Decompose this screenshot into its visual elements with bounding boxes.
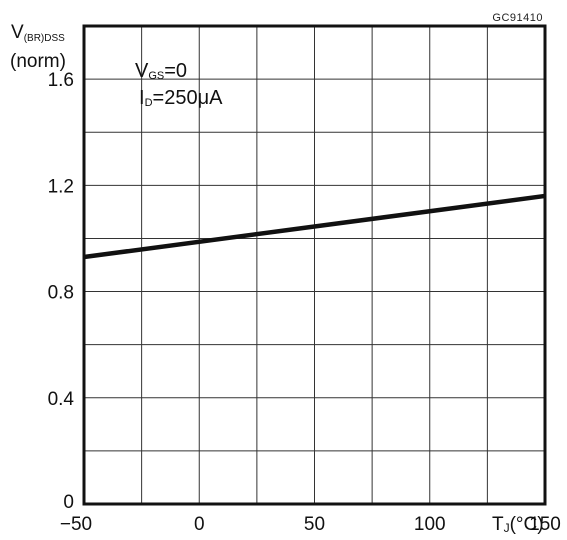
x-tick-label: −50	[60, 514, 92, 535]
condition-vgs-sub: GS	[148, 70, 164, 82]
condition-vgs: VGS=0	[135, 60, 187, 82]
grid	[84, 26, 545, 504]
series-line-0	[83, 193, 546, 260]
y-axis-label: V(BR)DSS	[11, 22, 65, 44]
figure-code: GC91410	[492, 12, 543, 24]
y-axis-unit: (norm)	[10, 51, 66, 72]
condition-id: ID=250μA	[139, 87, 223, 109]
x-tick-label: 0	[194, 514, 205, 535]
y-tick-label: 1.6	[48, 70, 74, 91]
x-tick-label: 100	[414, 514, 446, 535]
y-tick-label: 0	[63, 492, 74, 513]
y-tick-label: 0.4	[48, 389, 75, 410]
y-axis-label-main: V	[11, 22, 24, 43]
x-axis-label: TJ(°C)	[492, 514, 544, 535]
x-axis-label-sub: J	[504, 521, 510, 535]
condition-id-main: I	[139, 87, 145, 109]
condition-id-value: =250μA	[153, 87, 224, 109]
condition-vgs-value: =0	[164, 60, 187, 82]
x-tick-label: 150	[529, 514, 561, 535]
y-tick-label: 1.2	[48, 176, 74, 197]
condition-vgs-main: V	[135, 60, 149, 82]
series	[83, 193, 546, 260]
y-axis-label-sub: (BR)DSS	[24, 33, 65, 44]
x-axis-label-unit: (°C)	[510, 514, 544, 535]
condition-id-sub: D	[145, 97, 153, 109]
x-tick-label: 50	[304, 514, 325, 535]
y-tick-label: 0.8	[48, 283, 74, 304]
x-axis-label-main: T	[492, 514, 504, 535]
plot-frame	[82, 24, 547, 506]
